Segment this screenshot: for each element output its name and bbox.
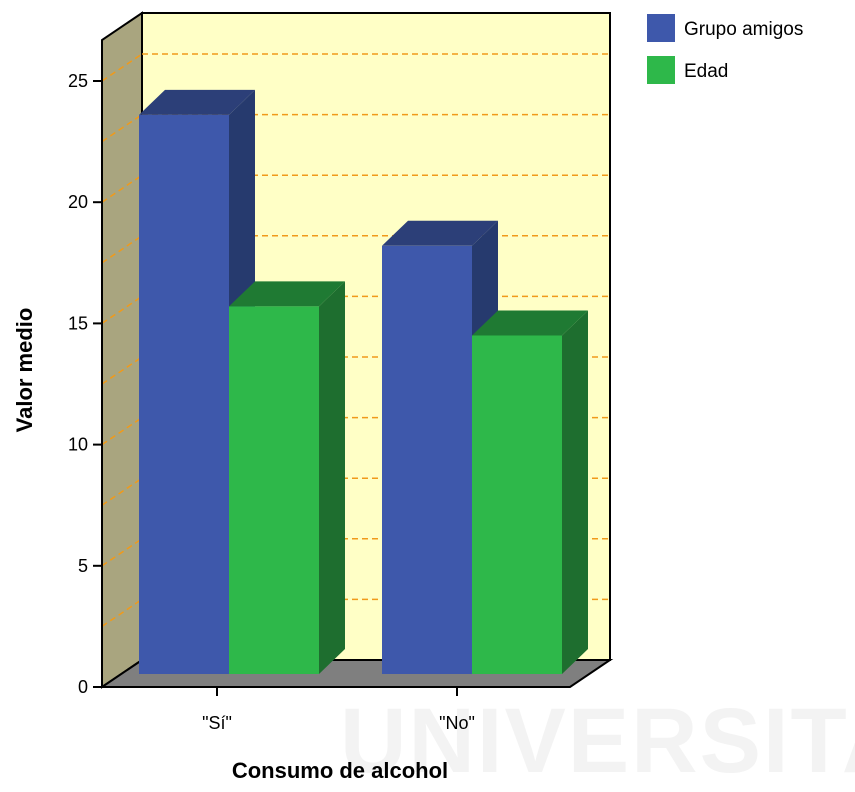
legend-swatch xyxy=(647,56,675,84)
grid-line-side xyxy=(101,53,143,82)
y-tick-label: 0 xyxy=(78,677,88,697)
grid-line-side xyxy=(101,174,143,203)
grid-line-side xyxy=(101,416,143,446)
grid-line-side xyxy=(101,113,143,143)
y-axis-title: Valor medio xyxy=(12,308,37,433)
bar-side xyxy=(562,310,588,674)
y-tick-label: 20 xyxy=(68,192,88,212)
bar-side xyxy=(319,281,345,674)
grid-line-side xyxy=(101,538,143,567)
bar-top xyxy=(139,89,255,115)
bar-top xyxy=(382,220,498,246)
legend-label: Edad xyxy=(684,61,728,82)
x-tick-label: "No" xyxy=(439,713,475,733)
grid-line-side xyxy=(101,356,143,385)
bar xyxy=(382,245,472,674)
bar xyxy=(229,306,319,674)
y-tick-label: 15 xyxy=(68,313,88,333)
bar-top xyxy=(472,310,588,336)
grid-line-side xyxy=(101,235,143,264)
bar xyxy=(139,114,229,674)
grid-line-side xyxy=(101,295,143,325)
bar-top xyxy=(229,281,345,307)
x-tick-label: "Sí" xyxy=(202,713,232,733)
y-tick-label: 10 xyxy=(68,435,88,455)
bar xyxy=(472,335,562,674)
legend-swatch xyxy=(647,14,675,42)
watermark-text: UNIVERSITAS xyxy=(340,690,855,787)
y-tick-label: 25 xyxy=(68,71,88,91)
grid-line-side xyxy=(101,598,143,628)
x-axis-title: Consumo de alcohol xyxy=(232,758,448,783)
y-tick-label: 5 xyxy=(78,556,88,576)
grid-line-side xyxy=(101,477,143,506)
legend-label: Grupo amigos xyxy=(684,19,803,40)
side-wall xyxy=(101,11,143,689)
